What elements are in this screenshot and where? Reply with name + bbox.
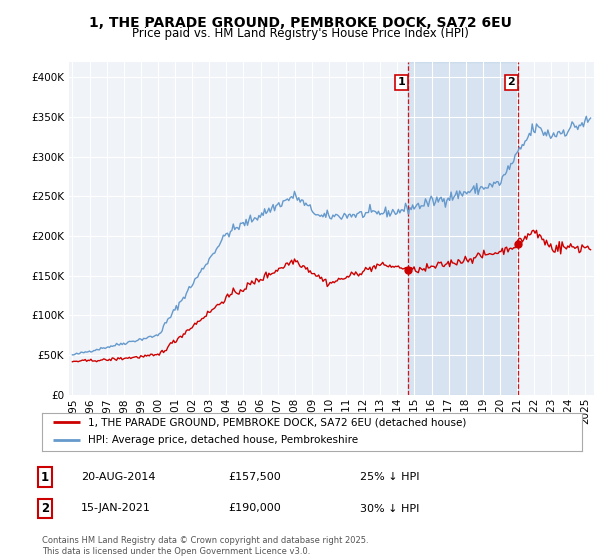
Text: 1: 1 [41,470,49,484]
Text: 1, THE PARADE GROUND, PEMBROKE DOCK, SA72 6EU (detached house): 1, THE PARADE GROUND, PEMBROKE DOCK, SA7… [88,417,466,427]
Text: 25% ↓ HPI: 25% ↓ HPI [360,472,419,482]
Text: £190,000: £190,000 [228,503,281,514]
Text: 30% ↓ HPI: 30% ↓ HPI [360,503,419,514]
Text: £157,500: £157,500 [228,472,281,482]
Text: 1, THE PARADE GROUND, PEMBROKE DOCK, SA72 6EU: 1, THE PARADE GROUND, PEMBROKE DOCK, SA7… [89,16,511,30]
Bar [408,62,518,395]
Text: 2: 2 [41,502,49,515]
Text: 2: 2 [508,77,515,87]
Text: HPI: Average price, detached house, Pembrokeshire: HPI: Average price, detached house, Pemb… [88,435,358,445]
Text: 1: 1 [398,77,406,87]
Text: 20-AUG-2014: 20-AUG-2014 [81,472,155,482]
Text: Contains HM Land Registry data © Crown copyright and database right 2025.
This d: Contains HM Land Registry data © Crown c… [42,536,368,556]
Text: 15-JAN-2021: 15-JAN-2021 [81,503,151,514]
Text: Price paid vs. HM Land Registry's House Price Index (HPI): Price paid vs. HM Land Registry's House … [131,27,469,40]
